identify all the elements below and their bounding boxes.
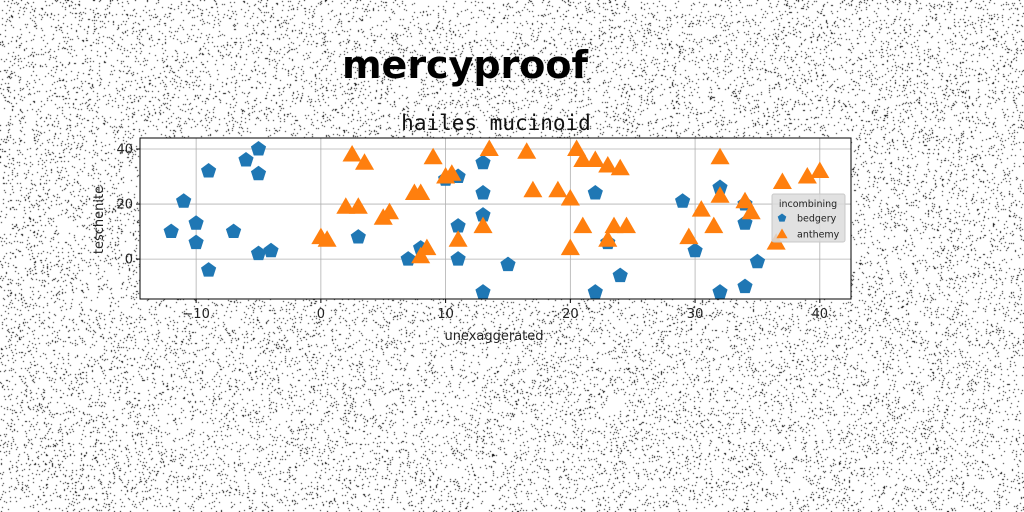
anthemy-point xyxy=(598,156,618,173)
data-marks xyxy=(163,139,830,299)
plot-area xyxy=(140,138,851,299)
bedgery-point xyxy=(687,242,703,258)
anthemy-point xyxy=(417,238,437,256)
x-tick-label: 0 xyxy=(317,307,325,322)
bedgery-point xyxy=(176,193,192,208)
anthemy-point xyxy=(735,191,755,209)
bedgery-point xyxy=(612,267,628,283)
axis-ticks: −10 0 10 20 30 40 0 20 40 xyxy=(116,143,828,322)
x-tick-label: 20 xyxy=(562,307,579,322)
bedgery-point xyxy=(250,165,267,181)
anthemy-point xyxy=(355,153,375,170)
legend: incombining bedgery anthemy xyxy=(771,193,846,243)
anthemy-point xyxy=(560,189,580,206)
anthemy-point xyxy=(560,238,580,256)
bedgery-point xyxy=(238,152,254,167)
anthemy-point xyxy=(610,158,630,176)
anthemy-point xyxy=(348,197,368,214)
bedgery-point xyxy=(475,207,491,222)
anthemy-point xyxy=(448,230,468,247)
anthemy-point xyxy=(810,161,830,178)
bedgery-point xyxy=(675,193,691,208)
x-tick-label: 10 xyxy=(437,307,454,322)
anthemy-point xyxy=(573,150,593,167)
anthemy-point xyxy=(442,164,462,181)
anthemy-point xyxy=(710,186,730,203)
anthemy-point xyxy=(473,216,493,234)
anthemy-point xyxy=(411,183,431,200)
chart-title: hailes mucinoid xyxy=(401,111,591,135)
header-text: mercyproof xyxy=(342,43,589,87)
bedgery-point xyxy=(188,234,204,250)
y-tick-label: 20 xyxy=(116,198,133,213)
bedgery-point xyxy=(749,253,766,269)
bedgery-point xyxy=(587,185,603,200)
bedgery-point xyxy=(201,262,217,277)
legend-label-anthemy: anthemy xyxy=(797,230,840,241)
bedgery-point xyxy=(250,245,267,261)
bedgery-point xyxy=(201,163,217,178)
bedgery-point xyxy=(188,215,204,230)
anthemy-point xyxy=(772,172,792,189)
bedgery-point xyxy=(163,223,179,238)
legend-box xyxy=(771,193,846,243)
anthemy-point xyxy=(317,230,337,247)
anthemy-point xyxy=(598,230,618,247)
bedgery-point xyxy=(712,284,728,299)
bedgery-point xyxy=(500,256,516,272)
anthemy-point xyxy=(741,202,761,220)
bedgery-point xyxy=(450,218,466,233)
legend-title: incombining xyxy=(779,199,837,210)
anthemy-point xyxy=(679,227,699,245)
anthemy-point xyxy=(517,142,537,159)
plot-frame xyxy=(139,137,852,300)
bedgery-point xyxy=(225,223,242,238)
anthemy-point xyxy=(710,147,730,165)
anthemy-point xyxy=(604,216,624,234)
anthemy-point xyxy=(797,167,817,184)
legend-marker-anthemy xyxy=(776,228,788,239)
anthemy-point xyxy=(342,145,362,162)
anthemy-point xyxy=(548,180,568,198)
legend-marker-bedgery xyxy=(777,213,787,222)
y-axis-label: teschenite xyxy=(92,186,107,254)
anthemy-point xyxy=(573,216,593,234)
x-tick-label: −10 xyxy=(182,307,209,322)
anthemy-point xyxy=(616,216,636,234)
legend-label-bedgery: bedgery xyxy=(797,214,837,225)
anthemy-point xyxy=(691,200,711,217)
anthemy-point xyxy=(523,180,543,198)
anthemy-point xyxy=(336,197,356,214)
anthemy-point xyxy=(704,216,724,234)
anthemy-point xyxy=(567,139,587,156)
y-tick-label: 0 xyxy=(125,253,133,268)
bedgery-point xyxy=(475,284,491,299)
bedgery-point xyxy=(737,278,753,294)
x-tick-label: 30 xyxy=(687,307,704,322)
bedgery-point xyxy=(475,185,491,200)
bedgery-point xyxy=(350,229,366,244)
bedgery-point xyxy=(263,242,279,258)
x-tick-label: 40 xyxy=(812,307,829,322)
x-axis-label: unexaggerated xyxy=(444,329,543,344)
anthemy-point xyxy=(585,150,605,167)
bedgery-point xyxy=(475,154,491,170)
bedgery-point xyxy=(450,251,466,266)
y-tick-label: 40 xyxy=(116,143,133,158)
bedgery-point xyxy=(587,284,603,299)
anthemy-point xyxy=(479,139,499,156)
anthemy-point xyxy=(379,202,399,220)
bedgery-point xyxy=(250,141,267,156)
anthemy-point xyxy=(423,147,443,165)
